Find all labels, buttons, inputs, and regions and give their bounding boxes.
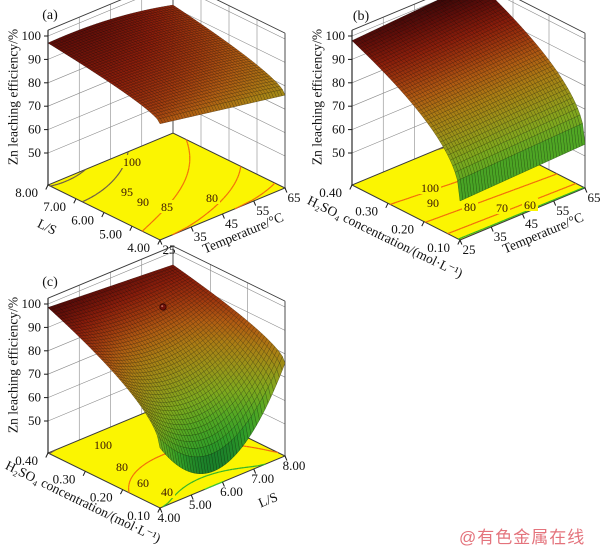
watermark-text: @有色金属在线 [459,528,586,547]
panel-label-a: (a) [42,8,58,23]
z-axis-title-a: Zn leaching efficiency/% [5,28,21,166]
panel-label-b: (b) [352,9,370,24]
z-axis-title-c: Zn leaching efficiency/% [5,296,21,434]
z-axis-title-b: Zn leaching efficiency/% [309,28,325,166]
panel-label-c: (c) [42,275,58,290]
